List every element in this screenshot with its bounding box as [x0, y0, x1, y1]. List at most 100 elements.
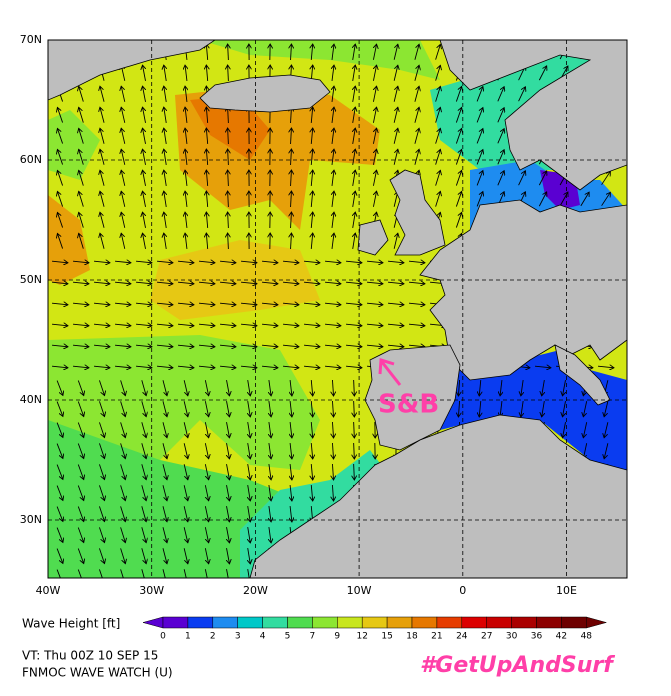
arrow [435, 86, 441, 102]
hashtag: #GetUpAndSurf [420, 653, 615, 678]
arrow [72, 324, 89, 326]
arrow [142, 149, 145, 165]
arrow [100, 170, 105, 186]
arrow [521, 401, 523, 417]
arrow [142, 170, 145, 186]
arrow [455, 107, 461, 123]
arrow [534, 366, 551, 368]
arrow [142, 212, 145, 228]
arrow [476, 171, 483, 186]
colorbar-label: 12 [356, 632, 367, 642]
arrow [185, 170, 187, 186]
arrow [177, 303, 194, 305]
arrow [414, 107, 419, 123]
arrow [604, 443, 609, 459]
colorbar-label: 42 [556, 632, 567, 642]
arrow [455, 149, 461, 165]
arrow [141, 422, 146, 437]
arrow [204, 548, 208, 564]
arrow [185, 149, 187, 165]
arrow [204, 527, 208, 543]
colorbar-cell [287, 616, 313, 629]
arrow [100, 86, 105, 102]
arrow [324, 261, 341, 263]
greenland [48, 40, 216, 101]
arrow [79, 170, 84, 186]
arrow [57, 128, 64, 144]
arrow [99, 548, 104, 563]
arrow [183, 443, 188, 459]
arrow [164, 107, 166, 123]
arrow [99, 401, 104, 416]
ireland [357, 219, 389, 256]
arrow [51, 282, 68, 284]
arrow [366, 324, 383, 326]
arrow [247, 569, 250, 578]
legend-title: Wave Height [ft] [22, 617, 120, 631]
arrow [408, 345, 425, 347]
arrow [56, 506, 63, 522]
arrow [366, 345, 383, 347]
arrow [162, 422, 167, 437]
arrow [479, 400, 481, 417]
arrow [100, 191, 105, 207]
colorbar-cell [162, 616, 189, 629]
arrow [198, 345, 215, 347]
arrow [311, 421, 312, 438]
arrow [120, 380, 126, 395]
arrow [248, 380, 251, 396]
colorbar-cell [212, 616, 238, 629]
arrow [373, 191, 376, 207]
arrow [198, 261, 215, 263]
lon-label: 10W [347, 584, 372, 597]
arrow [562, 401, 565, 417]
arrow [114, 261, 131, 263]
arrow [120, 401, 126, 416]
arrow [303, 282, 320, 284]
arrow [261, 366, 278, 368]
arrow [345, 345, 362, 347]
arrow [282, 324, 299, 326]
arrow [303, 303, 320, 305]
colorbar-cell [536, 616, 562, 629]
arrow [393, 233, 398, 249]
arrow [332, 107, 334, 123]
arrow [227, 527, 230, 543]
arrow [99, 464, 104, 479]
arrow [204, 569, 208, 578]
arrow [164, 212, 166, 228]
arrow [183, 380, 188, 396]
arrow [183, 527, 188, 543]
arrow [282, 282, 299, 284]
arrow [261, 303, 278, 305]
arrow [57, 149, 64, 165]
arrow [141, 569, 145, 578]
arrow [162, 380, 167, 395]
arrow [345, 303, 362, 305]
arrow [162, 443, 167, 458]
arrow [162, 569, 166, 578]
arrow [56, 569, 61, 578]
arrow [114, 303, 131, 305]
arrow [248, 506, 251, 522]
arrow [77, 401, 83, 416]
arrow [269, 464, 271, 480]
arrow [185, 233, 187, 249]
arrow [248, 548, 251, 564]
arrow [120, 548, 126, 563]
arrow [114, 282, 131, 284]
arrow [240, 366, 257, 368]
arrow [135, 324, 152, 326]
arrow [227, 380, 230, 396]
arrow [435, 44, 441, 60]
arrow [204, 380, 208, 396]
italy [554, 344, 611, 406]
arrow [408, 261, 425, 263]
arrow [269, 443, 271, 459]
arrow [269, 506, 271, 522]
arrow [269, 380, 271, 396]
arrow [164, 65, 166, 81]
arrow [518, 87, 526, 102]
arrow [291, 212, 292, 229]
arrow [261, 282, 278, 284]
